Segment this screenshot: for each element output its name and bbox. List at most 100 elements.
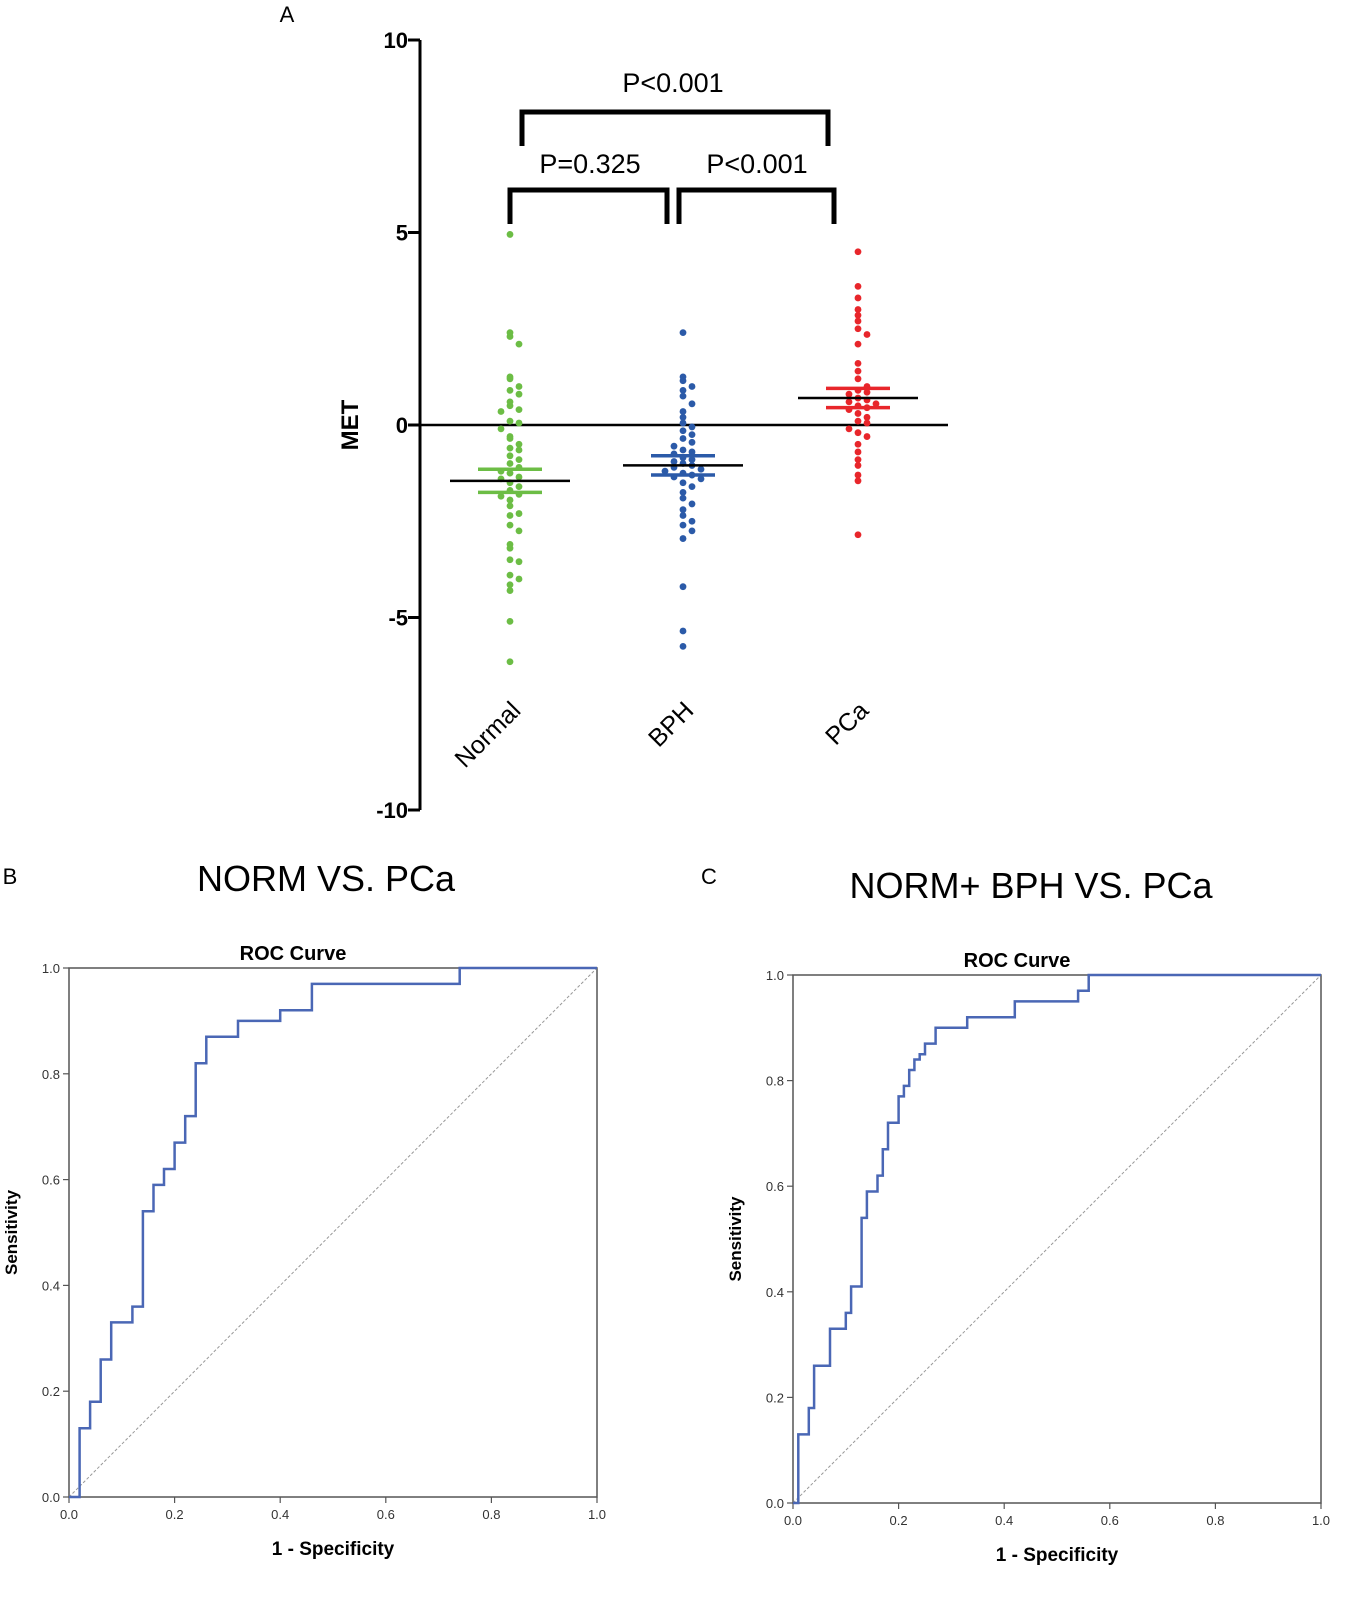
y-tick-label: 0.8 — [42, 1067, 60, 1082]
data-point-pca — [845, 398, 853, 406]
data-point-bph — [679, 583, 687, 591]
data-point-pca — [854, 429, 862, 437]
x-tick-label: 1.0 — [588, 1507, 606, 1522]
panel-a-label: A — [280, 2, 295, 27]
data-point-bph — [679, 512, 687, 519]
data-point-bph — [679, 413, 687, 421]
y-tick-label: 0.0 — [766, 1496, 784, 1511]
data-point-bph — [679, 392, 687, 400]
data-point-bph — [688, 517, 696, 525]
diagonal-reference-line — [68, 967, 598, 1498]
data-point-normal — [515, 383, 523, 390]
data-point-pca — [854, 471, 862, 479]
data-point-normal — [515, 419, 523, 427]
data-point-pca — [854, 340, 862, 348]
y-tick-label: 0.4 — [766, 1285, 784, 1300]
data-point-bph — [688, 500, 696, 508]
data-point-bph — [688, 456, 696, 464]
data-point-bph — [679, 521, 687, 529]
data-point-bph — [679, 479, 687, 487]
data-point-bph — [670, 458, 678, 465]
x-axis-label: 1 - Specificity — [996, 1545, 1119, 1566]
data-point-bph — [688, 383, 696, 390]
x-tick-label: 0.2 — [890, 1513, 908, 1528]
data-point-normal — [506, 231, 514, 238]
chart-subtitle: ROC Curve — [964, 950, 1071, 972]
data-point-normal — [506, 435, 514, 442]
data-point-bph — [661, 467, 669, 475]
data-point-bph — [679, 627, 687, 635]
chart-title: NORM+ BPH VS. PCa — [849, 865, 1213, 906]
data-point-pca — [863, 419, 871, 427]
data-point-bph — [688, 423, 696, 431]
data-point-normal — [515, 575, 523, 583]
x-tick-label: 0.6 — [1101, 1513, 1119, 1528]
data-point-normal — [506, 402, 514, 410]
x-tick-label: 0.6 — [377, 1507, 395, 1522]
data-point-pca — [854, 317, 862, 325]
data-point-normal — [506, 386, 514, 394]
data-point-normal — [506, 571, 514, 579]
y-tick-label: 0 — [396, 413, 408, 438]
data-point-pca — [863, 413, 871, 421]
data-point-bph — [679, 377, 687, 385]
x-category-label: BPH — [643, 696, 699, 752]
data-point-pca — [854, 311, 862, 319]
data-point-normal — [506, 556, 514, 564]
data-point-normal — [515, 510, 523, 517]
data-point-bph — [679, 446, 687, 454]
diagonal-reference-line — [792, 974, 1322, 1504]
data-point-pca — [854, 306, 862, 313]
y-tick-label: 0.2 — [42, 1384, 60, 1399]
p-value-annotation: P<0.001 — [622, 68, 723, 98]
data-point-pca — [854, 375, 862, 383]
panel-a-dot-plot: A 10 5 0 -5 -10 MET Normal BPH PCa P=0.325 P<0.001 P… — [280, 2, 948, 823]
p-value-annotation: P=0.325 — [539, 149, 640, 179]
data-point-bph — [679, 506, 687, 514]
data-point-normal — [497, 408, 505, 415]
p-value-annotation: P<0.001 — [706, 149, 807, 179]
data-point-bph — [697, 465, 705, 473]
data-point-bph — [688, 483, 696, 490]
data-point-pca — [854, 448, 862, 456]
data-point-normal — [515, 390, 523, 398]
data-point-pca — [854, 294, 862, 302]
data-point-normal — [515, 558, 523, 566]
x-tick-label: 0.8 — [482, 1507, 500, 1522]
data-point-bph — [688, 448, 696, 456]
x-tick-label: 0.0 — [784, 1513, 802, 1528]
plot-frame — [792, 974, 1322, 1504]
x-category-label: Normal — [449, 696, 526, 773]
data-point-normal — [515, 473, 523, 481]
data-point-normal — [506, 452, 514, 460]
data-point-normal — [506, 417, 514, 425]
y-tick-label: 10 — [384, 28, 408, 53]
data-point-pca — [854, 440, 862, 448]
data-point-bph — [679, 535, 687, 542]
data-point-pca — [854, 283, 862, 290]
y-axis-label: Sensitivity — [2, 1189, 21, 1275]
y-tick-label: 0.0 — [42, 1490, 60, 1505]
roc-curve-line — [793, 973, 1321, 1505]
data-point-normal — [515, 456, 523, 464]
data-point-normal — [497, 492, 505, 500]
data-point-bph — [688, 431, 696, 439]
y-tick-label: 0.2 — [766, 1390, 784, 1405]
data-point-bph — [679, 419, 687, 427]
significance-bracket — [676, 187, 837, 224]
data-point-normal — [515, 406, 523, 413]
data-point-normal — [506, 460, 514, 467]
data-point-pca — [872, 400, 880, 408]
panel-b-roc-chart: B NORM VS. PCa ROC Curve 0.0 0.2 0.4 0.6 0.8 1.0… — [2, 858, 606, 1560]
data-point-normal — [506, 444, 514, 452]
panel-c-roc-chart: C NORM+ BPH VS. PCa ROC Curve 0.0 0.2 0.4 0.6 0… — [701, 864, 1330, 1566]
significance-bracket — [507, 187, 670, 224]
y-tick-label: 0.8 — [766, 1074, 784, 1089]
data-point-bph — [679, 642, 687, 650]
data-point-pca — [854, 360, 862, 367]
y-tick-label: 1.0 — [42, 961, 60, 976]
x-tick-label: 0.8 — [1206, 1513, 1224, 1528]
plot-frame — [68, 967, 598, 1498]
data-point-bph — [679, 494, 687, 502]
